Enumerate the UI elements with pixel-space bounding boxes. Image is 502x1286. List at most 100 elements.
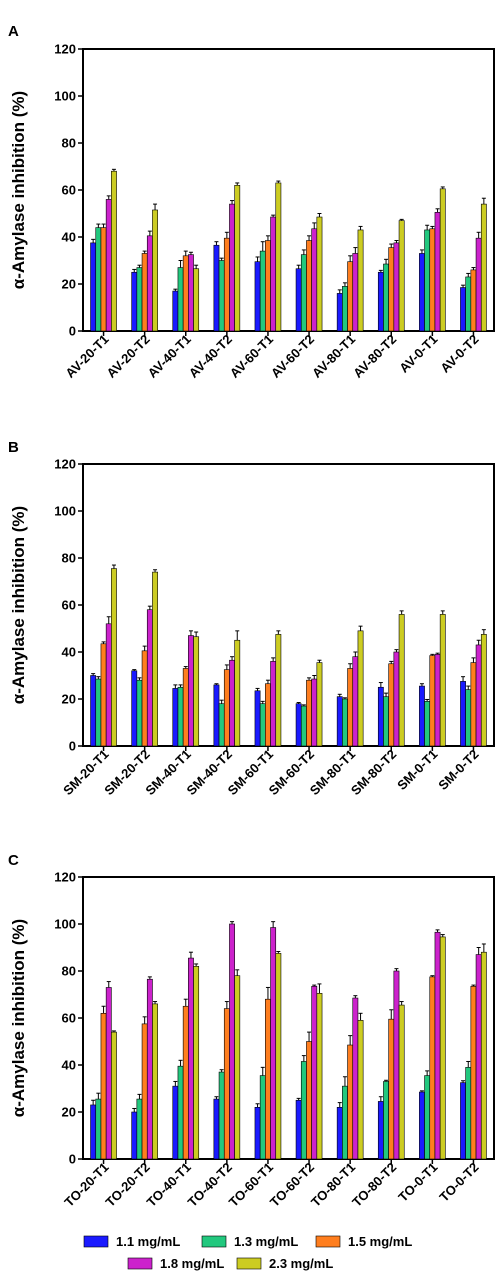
legend-swatch: [236, 1257, 262, 1270]
legend-label: 1.8 mg/mL: [160, 1256, 224, 1271]
bar: [152, 209, 158, 332]
bar: [182, 668, 189, 747]
bar: [234, 639, 241, 747]
bar: [295, 1099, 302, 1160]
bar: [223, 1008, 230, 1160]
bar: [188, 957, 194, 1160]
bar: [306, 1041, 312, 1160]
bar: [429, 655, 436, 747]
bar: [182, 1005, 189, 1160]
bar: [172, 290, 179, 332]
legend-swatch: [127, 1257, 153, 1270]
bar: [342, 698, 348, 747]
bar: [480, 634, 487, 747]
bar: [234, 185, 241, 332]
bar: [177, 267, 184, 332]
y-tick-label: 20: [62, 1105, 76, 1120]
legend-label: 1.1 mg/mL: [116, 1234, 180, 1249]
y-tick-label: 120: [54, 42, 76, 57]
bar: [377, 271, 384, 332]
bar: [429, 228, 436, 332]
bar: [213, 684, 220, 747]
x-tick-label: TO-60-T2: [267, 1160, 317, 1210]
bar: [218, 703, 225, 747]
bar: [352, 997, 359, 1160]
panel-letter: B: [8, 439, 19, 456]
bar: [141, 650, 148, 747]
bar: [424, 701, 431, 747]
y-tick-label: 40: [62, 645, 76, 660]
bar: [193, 268, 200, 332]
y-axis-label: α-Amylase inhibition (%): [9, 506, 28, 704]
bar: [352, 656, 359, 747]
legend-swatch: [201, 1235, 227, 1248]
bar: [172, 1085, 179, 1160]
bar: [398, 614, 405, 747]
y-tick-label: 80: [62, 136, 76, 151]
bar: [105, 199, 112, 332]
panel-letter: C: [8, 852, 19, 869]
bar: [460, 287, 466, 332]
bar: [460, 1082, 466, 1160]
bar: [419, 1091, 425, 1160]
x-tick-label: TO-0-T1: [395, 1160, 440, 1205]
x-tick-label: AV-20-T1: [62, 332, 111, 381]
bar: [342, 1085, 348, 1160]
bar: [223, 237, 230, 332]
bar: [188, 254, 194, 332]
bar: [265, 240, 271, 332]
bar: [95, 227, 102, 332]
bar: [136, 267, 143, 332]
x-tick-label: TO-80-T1: [308, 1160, 358, 1210]
legend-swatch: [83, 1235, 109, 1248]
bar: [259, 703, 266, 747]
bar: [234, 975, 241, 1160]
bar: [388, 663, 395, 747]
legend: 1.1 mg/mL 1.3 mg/mL 1.5 mg/mL 1.8 mg/mL 2.3 …: [83, 1234, 412, 1271]
y-axis-label: α-Amylase inhibition (%): [9, 919, 28, 1117]
bar: [347, 261, 354, 332]
chart-panel-c: Cα-Amylase inhibition (%) 0 20 40 60 80 100 120…: [8, 852, 495, 1210]
x-tick-label: TO-20-T1: [61, 1160, 111, 1210]
bar: [352, 253, 359, 332]
bar: [105, 623, 112, 747]
x-tick-label: AV-60-T1: [227, 332, 276, 381]
x-tick-label: SM-0-T2: [435, 747, 481, 793]
bar: [146, 609, 153, 747]
legend-item: 1.1 mg/mL: [83, 1234, 180, 1249]
bar: [383, 1081, 389, 1160]
bar: [270, 216, 277, 332]
bar: [259, 1075, 266, 1160]
bar: [306, 679, 312, 747]
bar: [131, 670, 138, 747]
bar: [270, 661, 277, 747]
bar: [265, 998, 271, 1160]
bar: [342, 286, 348, 332]
bar: [480, 203, 487, 332]
x-tick-label: AV-40-T1: [145, 332, 194, 381]
bar: [377, 1101, 384, 1160]
bar: [141, 1023, 148, 1160]
y-tick-label: 40: [62, 230, 76, 245]
bar: [177, 1065, 184, 1160]
bar: [475, 644, 482, 747]
bar: [100, 227, 107, 332]
chart-panel-b: Bα-Amylase inhibition (%) 0 20 40 60 80 100 120…: [8, 439, 495, 798]
x-tick-label: AV-40-T2: [186, 332, 235, 381]
bar: [229, 923, 235, 1160]
bar: [419, 253, 425, 332]
x-tick-label: TO-60-T1: [226, 1160, 276, 1210]
x-tick-label: TO-80-T2: [349, 1160, 399, 1210]
legend-label: 1.3 mg/mL: [234, 1234, 298, 1249]
legend-label: 1.5 mg/mL: [348, 1234, 412, 1249]
bar: [357, 1020, 364, 1160]
bar: [223, 669, 230, 747]
bar: [213, 1098, 220, 1160]
bar: [377, 686, 384, 747]
y-tick-label: 20: [62, 692, 76, 707]
x-tick-label: AV-0-T2: [437, 332, 481, 376]
bar: [254, 261, 261, 332]
bar: [336, 1107, 343, 1160]
bar: [383, 696, 389, 747]
